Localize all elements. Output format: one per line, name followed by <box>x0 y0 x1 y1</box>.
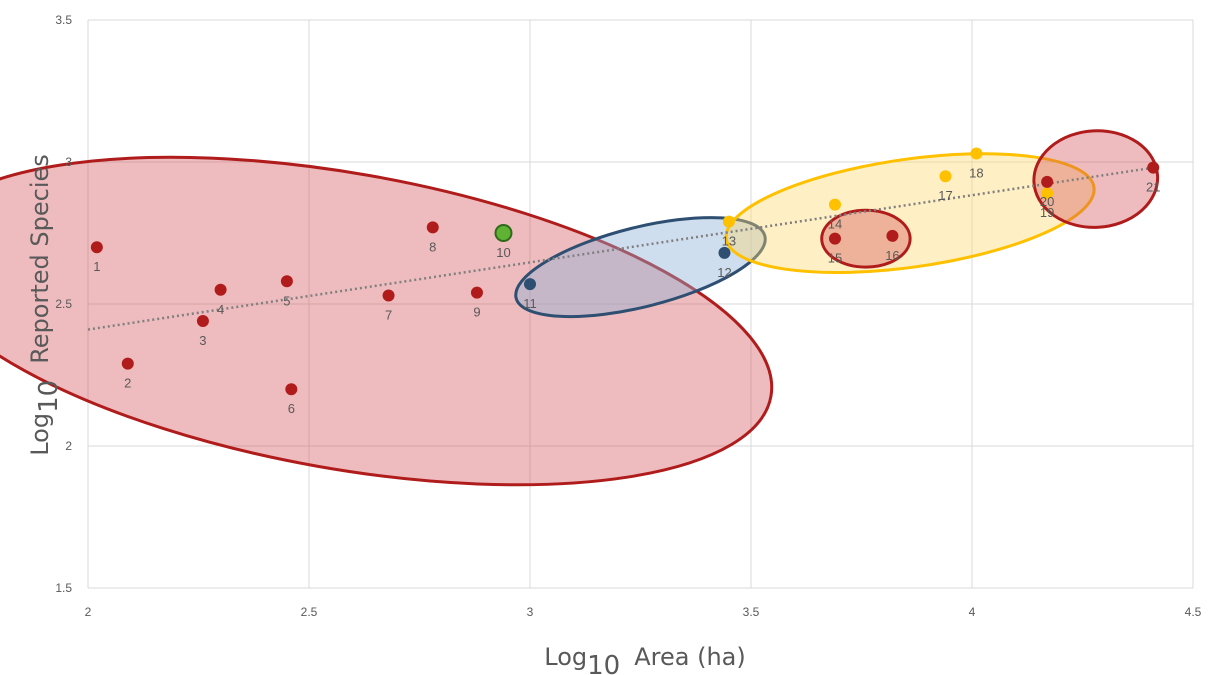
data-point-16 <box>886 229 899 242</box>
x-axis-title-subscript: 10 <box>587 651 620 675</box>
data-label-6: 6 <box>288 401 295 416</box>
data-label-2: 2 <box>124 376 131 391</box>
data-label-19: 19 <box>1040 205 1054 220</box>
group-ellipse-red <box>1032 129 1160 229</box>
data-label-5: 5 <box>283 293 290 308</box>
data-label-4: 4 <box>217 302 224 317</box>
group-ellipses <box>0 129 1160 487</box>
data-label-1: 1 <box>93 259 100 274</box>
data-point-9 <box>470 286 483 299</box>
data-point-20 <box>1041 175 1054 188</box>
x-axis-title-base: Log <box>544 643 587 671</box>
y-axis-title-subscript: 10 <box>34 380 64 413</box>
group-ellipse-yellow <box>724 152 1096 274</box>
y-tick-label: 2 <box>65 439 72 453</box>
x-axis-title-rest: Area (ha) <box>634 643 746 671</box>
data-point-19 <box>1041 187 1054 200</box>
data-label-21: 21 <box>1146 180 1160 195</box>
data-point-6 <box>285 383 298 396</box>
data-label-13: 13 <box>722 234 736 249</box>
data-point-1 <box>90 241 103 254</box>
group-ellipse-red <box>820 208 912 269</box>
data-label-16: 16 <box>885 248 899 263</box>
data-label-10: 10 <box>496 245 510 260</box>
x-tick-label: 3.5 <box>743 605 760 619</box>
data-point-14 <box>828 198 841 211</box>
y-axis-title-rest: Reported Species <box>26 154 54 364</box>
data-point-5 <box>280 275 293 288</box>
data-point-3 <box>196 315 209 328</box>
data-label-18: 18 <box>969 165 983 180</box>
data-label-17: 17 <box>938 188 952 203</box>
y-tick-label: 3.5 <box>55 13 72 27</box>
data-point-12 <box>718 246 731 259</box>
x-tick-label: 4 <box>969 605 976 619</box>
data-label-15: 15 <box>828 251 842 266</box>
data-point-15 <box>828 232 841 245</box>
x-axis-title: Log10 Area (ha) <box>544 643 745 675</box>
data-point-2 <box>121 357 134 370</box>
data-point-17 <box>939 170 952 183</box>
group-ellipse-red <box>0 155 774 487</box>
data-point-11 <box>524 278 536 291</box>
data-label-9: 9 <box>473 305 480 320</box>
data-label-3: 3 <box>199 333 206 348</box>
x-tick-label: 4.5 <box>1185 605 1202 619</box>
data-label-12: 12 <box>717 265 731 280</box>
data-label-20: 20 <box>1040 194 1054 209</box>
data-point-21 <box>1147 161 1160 174</box>
data-point-4 <box>214 283 227 296</box>
data-label-14: 14 <box>828 217 842 232</box>
data-label-7: 7 <box>385 307 392 322</box>
grid <box>87 19 1194 589</box>
x-tick-label: 3 <box>527 605 534 619</box>
tick-labels: 2 2.5 3 3.5 4 4.5 1.5 2 2.5 3 3.5 <box>55 13 1201 619</box>
y-axis-title-base: Log <box>26 413 54 456</box>
y-tick-label: 3 <box>65 155 72 169</box>
y-axis-title: Log10 Reported Species <box>26 154 64 456</box>
data-point-13 <box>722 215 735 228</box>
x-tick-label: 2 <box>85 605 92 619</box>
group-ellipse-blue <box>514 216 767 319</box>
data-point-8 <box>426 221 439 234</box>
data-point-18 <box>970 147 983 160</box>
x-tick-label: 2.5 <box>301 605 318 619</box>
y-tick-label: 1.5 <box>55 581 72 595</box>
y-tick-label: 2.5 <box>55 297 72 311</box>
data-label-8: 8 <box>429 239 436 254</box>
data-label-11: 11 <box>523 296 537 311</box>
data-point-10 <box>494 224 513 242</box>
data-point-7 <box>382 289 395 302</box>
